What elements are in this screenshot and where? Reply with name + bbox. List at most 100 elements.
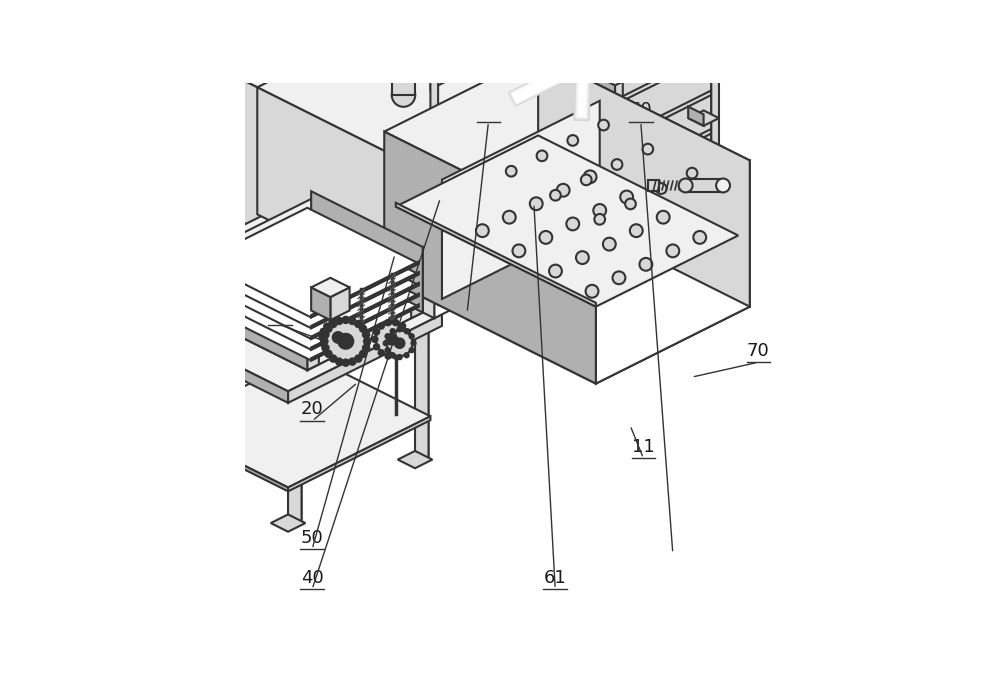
Circle shape — [411, 341, 416, 346]
Polygon shape — [307, 299, 319, 370]
Circle shape — [639, 258, 652, 271]
Circle shape — [336, 318, 342, 324]
Polygon shape — [430, 37, 527, 90]
Circle shape — [322, 332, 329, 338]
Circle shape — [350, 341, 356, 346]
Circle shape — [598, 119, 609, 130]
Circle shape — [630, 224, 643, 237]
Circle shape — [404, 329, 409, 333]
Circle shape — [657, 211, 670, 223]
Circle shape — [387, 334, 397, 345]
Circle shape — [405, 329, 410, 335]
Polygon shape — [307, 247, 423, 370]
Circle shape — [329, 320, 335, 325]
Polygon shape — [153, 324, 288, 403]
Circle shape — [512, 244, 525, 257]
Circle shape — [611, 62, 619, 71]
Circle shape — [476, 224, 489, 237]
Polygon shape — [392, 26, 415, 95]
Circle shape — [364, 338, 370, 344]
Text: 50: 50 — [301, 529, 323, 547]
Polygon shape — [200, 251, 419, 360]
Circle shape — [557, 184, 570, 196]
Circle shape — [612, 159, 622, 170]
Circle shape — [374, 344, 379, 350]
Circle shape — [374, 329, 379, 335]
Circle shape — [385, 320, 391, 325]
Circle shape — [406, 337, 412, 342]
Circle shape — [391, 353, 395, 357]
Polygon shape — [686, 179, 723, 192]
Circle shape — [363, 332, 369, 338]
Circle shape — [620, 191, 633, 203]
Polygon shape — [434, 85, 615, 318]
Circle shape — [387, 330, 412, 356]
Circle shape — [325, 350, 332, 357]
Circle shape — [379, 350, 384, 355]
Circle shape — [325, 321, 366, 362]
Polygon shape — [415, 318, 428, 459]
Polygon shape — [311, 278, 350, 297]
Polygon shape — [290, 397, 325, 414]
Circle shape — [503, 211, 516, 223]
Circle shape — [391, 329, 395, 333]
Circle shape — [567, 135, 578, 146]
Polygon shape — [384, 55, 750, 237]
Polygon shape — [415, 325, 428, 466]
Polygon shape — [615, 82, 623, 228]
Text: 61: 61 — [544, 568, 567, 586]
Circle shape — [581, 174, 592, 185]
Circle shape — [393, 353, 398, 359]
Polygon shape — [307, 264, 321, 406]
Polygon shape — [538, 55, 750, 307]
Polygon shape — [165, 355, 430, 487]
Circle shape — [693, 231, 706, 244]
Polygon shape — [384, 132, 596, 384]
Circle shape — [321, 329, 326, 334]
Circle shape — [335, 350, 341, 356]
Polygon shape — [430, 0, 527, 12]
Circle shape — [410, 334, 414, 339]
Polygon shape — [275, 382, 302, 395]
Polygon shape — [311, 294, 419, 350]
Circle shape — [679, 178, 693, 192]
Circle shape — [330, 355, 336, 362]
Polygon shape — [430, 0, 527, 51]
Polygon shape — [430, 75, 527, 128]
Polygon shape — [311, 287, 330, 320]
Polygon shape — [311, 272, 419, 328]
Circle shape — [351, 335, 357, 340]
Polygon shape — [196, 199, 423, 312]
Circle shape — [404, 353, 409, 357]
Circle shape — [642, 144, 653, 155]
Circle shape — [687, 168, 697, 178]
Polygon shape — [615, 37, 711, 228]
Polygon shape — [615, 167, 711, 220]
Text: 20: 20 — [301, 400, 323, 418]
Polygon shape — [430, 0, 438, 135]
Circle shape — [566, 217, 579, 230]
Circle shape — [376, 323, 408, 355]
Polygon shape — [519, 0, 711, 180]
Text: 40: 40 — [301, 568, 323, 586]
Circle shape — [405, 344, 410, 350]
Circle shape — [379, 323, 384, 329]
Polygon shape — [200, 208, 419, 317]
Circle shape — [325, 325, 332, 332]
Circle shape — [355, 355, 362, 362]
Polygon shape — [402, 318, 428, 332]
Polygon shape — [615, 52, 711, 105]
Circle shape — [330, 321, 336, 327]
Circle shape — [613, 271, 625, 285]
Polygon shape — [311, 305, 419, 360]
Polygon shape — [311, 282, 419, 339]
Circle shape — [347, 346, 352, 351]
Circle shape — [400, 323, 405, 329]
Polygon shape — [257, 5, 604, 178]
Polygon shape — [288, 382, 302, 523]
Circle shape — [594, 214, 605, 225]
Polygon shape — [200, 240, 419, 350]
Circle shape — [329, 350, 335, 355]
Circle shape — [343, 316, 349, 323]
Circle shape — [539, 231, 552, 244]
